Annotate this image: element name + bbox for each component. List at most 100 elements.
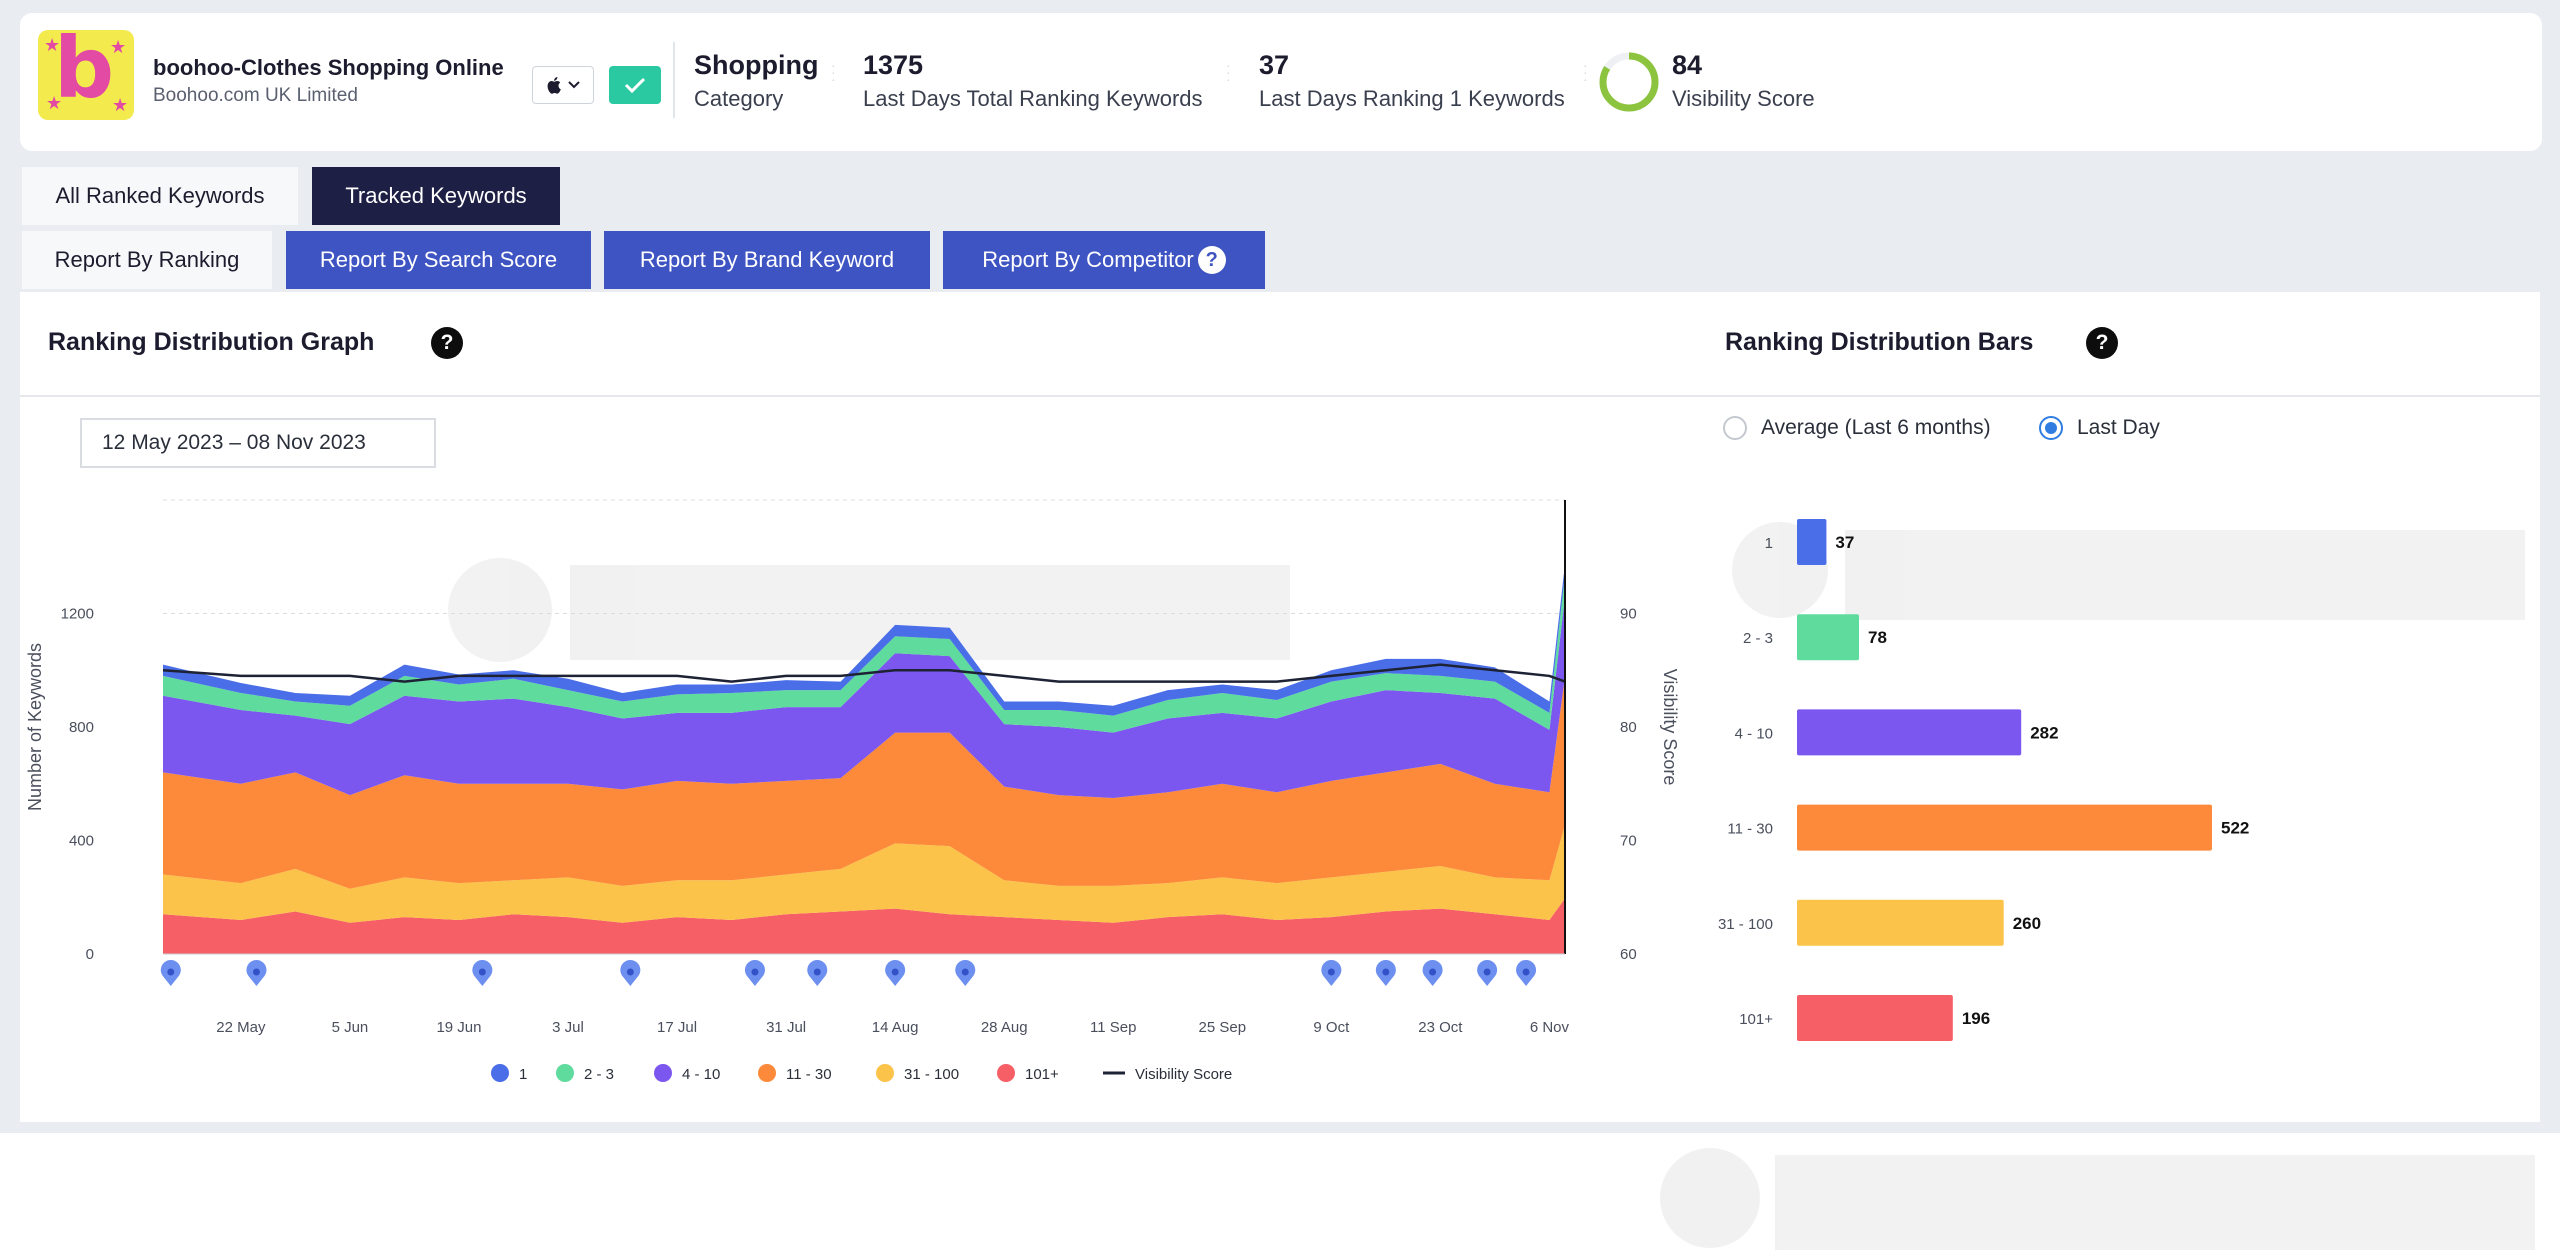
help-icon[interactable]: ? xyxy=(1197,246,1226,274)
event-marker xyxy=(160,960,181,986)
legend-item: 4 - 10 xyxy=(654,1064,720,1083)
mobileaction-watermark xyxy=(1660,1148,2535,1250)
legend-swatch xyxy=(654,1064,672,1082)
event-marker xyxy=(1375,959,1396,986)
ranking-distribution-bars: 1 37 2 - 3 78 4 - 10 282 11 - 30 522 31 - 100 260… xyxy=(1718,519,2525,1041)
x-tick-label: 28 Aug xyxy=(981,1019,1028,1036)
legend-swatch xyxy=(997,1064,1015,1082)
app-icon: b ★ ★ ★ ★ xyxy=(38,30,134,120)
legend-swatch xyxy=(876,1064,894,1082)
check-icon xyxy=(624,77,646,93)
separator-dots: · · · xyxy=(1226,57,1231,87)
y-tick-label: 800 xyxy=(69,719,94,736)
help-icon[interactable]: ? xyxy=(431,327,463,359)
legend-swatch xyxy=(758,1064,776,1082)
marker-dot xyxy=(1382,968,1390,976)
x-tick-label: 17 Jul xyxy=(657,1019,697,1036)
star-icon: ★ xyxy=(112,95,129,115)
total-keywords-label: Last Days Total Ranking Keywords xyxy=(863,86,1203,111)
event-marker xyxy=(955,960,976,986)
event-marker xyxy=(620,960,641,986)
bar-category-label: 2 - 3 xyxy=(1743,630,1773,647)
bar-value-label: 37 xyxy=(1835,533,1854,552)
legend-item: 1 xyxy=(491,1064,527,1083)
x-tick-label: 14 Aug xyxy=(872,1019,919,1036)
tab-report-by-brand-keyword[interactable]: Report By Brand Keyword xyxy=(604,231,930,289)
legend-label: 31 - 100 xyxy=(904,1066,959,1083)
visibility-score-line xyxy=(162,663,1566,683)
bar-value-label: 282 xyxy=(2030,723,2058,742)
bar-category-label: 4 - 10 xyxy=(1735,725,1773,742)
bar-category-label: 11 - 30 xyxy=(1727,821,1773,838)
event-marker xyxy=(246,960,267,986)
radio-last-day-label: Last Day xyxy=(2077,416,2160,439)
visibility-score-label: Visibility Score xyxy=(1672,86,1815,111)
marker-dot xyxy=(751,968,759,976)
y-tick-label: 0 xyxy=(86,946,94,963)
event-marker xyxy=(472,960,493,986)
y-tick-label: 400 xyxy=(69,833,94,850)
area-series-2-3 xyxy=(163,574,1565,733)
y-tick-label: 1200 xyxy=(61,606,94,623)
category-label: Category xyxy=(694,86,784,111)
x-tick-label: 6 Nov xyxy=(1530,1019,1570,1036)
x-tick-label: 3 Jul xyxy=(552,1019,584,1036)
separator-dots: · · · xyxy=(831,57,836,87)
bar-2-3 xyxy=(1797,614,1860,661)
bar-4-10 xyxy=(1797,709,2022,756)
x-tick-label: 25 Sep xyxy=(1199,1019,1247,1036)
tab-report-by-search-score[interactable]: Report By Search Score xyxy=(286,231,591,289)
marker-dot xyxy=(252,968,260,976)
area-series-1 xyxy=(163,563,1565,716)
bar-category-label: 31 - 100 xyxy=(1718,916,1773,933)
category-value: Shopping xyxy=(694,50,819,80)
legend-item: 2 - 3 xyxy=(556,1064,614,1083)
y2-tick-label: 80 xyxy=(1620,719,1637,736)
date-range-picker[interactable]: 12 May 2023 – 08 Nov 2023 xyxy=(80,418,436,468)
legend-item: 101+ xyxy=(997,1064,1059,1083)
help-icon[interactable]: ? xyxy=(2086,327,2118,359)
bar-31-100 xyxy=(1797,899,2004,946)
x-tick-label: 23 Oct xyxy=(1418,1019,1463,1036)
confirm-button[interactable] xyxy=(609,66,661,104)
marker-dot xyxy=(1327,968,1335,976)
tab-report-by-ranking[interactable]: Report By Ranking xyxy=(22,231,272,289)
chevron-down-icon xyxy=(568,81,580,89)
event-marker xyxy=(1516,960,1537,986)
section-divider xyxy=(20,395,2540,397)
rank1-keywords-value: 37 xyxy=(1259,50,1290,80)
radio-average-label: Average (Last 6 months) xyxy=(1761,416,1991,439)
area-series-31-100 xyxy=(163,824,1565,923)
y2-tick-label: 90 xyxy=(1620,606,1637,623)
legend-item: 31 - 100 xyxy=(876,1064,959,1083)
tab-report-by-competitor[interactable]: Report By Competitor ? xyxy=(943,231,1265,289)
app-name[interactable]: boohoo-Clothes Shopping Online xyxy=(153,55,504,80)
radio-circle xyxy=(1723,416,1747,440)
legend-swatch xyxy=(491,1064,509,1082)
total-keywords-value: 1375 xyxy=(863,50,924,80)
separator-dots: · · · xyxy=(1583,57,1588,87)
legend-item: 11 - 30 xyxy=(758,1064,832,1083)
bar-value-label: 78 xyxy=(1868,628,1887,647)
legend-swatch xyxy=(556,1064,574,1082)
legend-label: 2 - 3 xyxy=(584,1066,614,1083)
event-marker xyxy=(1422,959,1443,986)
event-marker xyxy=(807,960,828,986)
x-tick-label: 22 May xyxy=(216,1019,266,1036)
radio-last-day[interactable]: Last Day xyxy=(2039,416,2160,440)
area-series-101+ xyxy=(163,898,1565,954)
tab-tracked-keywords[interactable]: Tracked Keywords xyxy=(312,167,560,225)
platform-select[interactable] xyxy=(532,66,594,104)
bar-category-label: 1 xyxy=(1765,535,1773,552)
x-tick-label: 31 Jul xyxy=(766,1019,806,1036)
x-tick-label: 11 Sep xyxy=(1090,1019,1136,1036)
tab-all-ranked-keywords[interactable]: All Ranked Keywords xyxy=(22,167,298,225)
legend-label: 4 - 10 xyxy=(682,1066,720,1083)
star-icon: ★ xyxy=(44,35,61,55)
bar-value-label: 522 xyxy=(2221,819,2249,838)
legend-label: Visibility Score xyxy=(1135,1066,1232,1083)
x-tick-label: 19 Jun xyxy=(436,1019,481,1036)
radio-average-last-6-months[interactable]: Average (Last 6 months) xyxy=(1723,416,1991,440)
marker-dot xyxy=(961,968,969,976)
legend-label: 101+ xyxy=(1025,1066,1059,1083)
